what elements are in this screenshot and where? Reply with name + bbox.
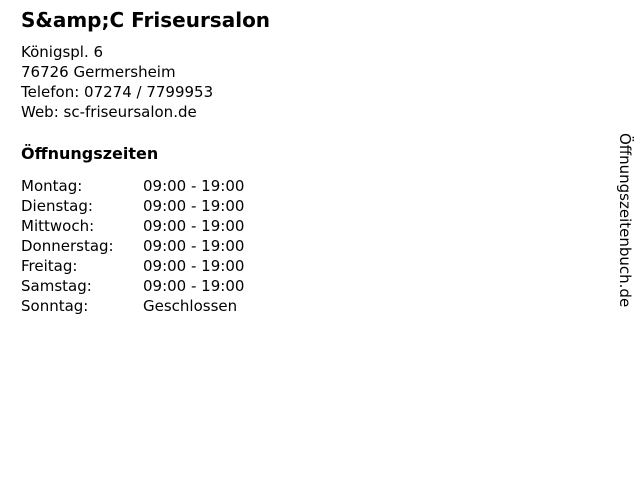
- day-label: Montag:: [21, 177, 83, 195]
- day-label: Freitag:: [21, 257, 78, 275]
- time-value: 09:00 - 19:00: [143, 177, 245, 195]
- hours-row: Donnerstag: 09:00 - 19:00: [21, 236, 270, 256]
- web-line: Web: sc-friseursalon.de: [21, 103, 197, 121]
- address-block: Königspl. 6 76726 Germersheim Telefon: 0…: [21, 42, 270, 122]
- watermark-vertical-text: Öffnungszeitenbuch.de: [616, 133, 634, 308]
- time-value: 09:00 - 19:00: [143, 217, 245, 235]
- phone-line: Telefon: 07274 / 7799953: [21, 83, 214, 101]
- opening-hours-heading: Öffnungszeiten: [21, 144, 159, 163]
- address-city-line: 76726 Germersheim: [21, 63, 176, 81]
- hours-row: Sonntag: Geschlossen: [21, 296, 270, 316]
- hours-row: Montag: 09:00 - 19:00: [21, 176, 270, 196]
- address-street-line: Königspl. 6: [21, 43, 104, 61]
- opening-hours-table: Montag: 09:00 - 19:00 Dienstag: 09:00 - 19…: [21, 176, 270, 316]
- time-value: Geschlossen: [143, 297, 238, 315]
- business-info-section: S&amp;C Friseursalon Königspl. 6 76726 G…: [21, 8, 270, 316]
- time-value: 09:00 - 19:00: [143, 257, 245, 275]
- day-label: Sonntag:: [21, 297, 89, 315]
- time-value: 09:00 - 19:00: [143, 197, 245, 215]
- hours-row: Freitag: 09:00 - 19:00: [21, 256, 270, 276]
- day-label: Mittwoch:: [21, 217, 95, 235]
- hours-row: Samstag: 09:00 - 19:00: [21, 276, 270, 296]
- time-value: 09:00 - 19:00: [143, 237, 245, 255]
- time-value: 09:00 - 19:00: [143, 277, 245, 295]
- day-label: Dienstag:: [21, 197, 93, 215]
- page-title: S&amp;C Friseursalon: [21, 8, 271, 32]
- day-label: Samstag:: [21, 277, 92, 295]
- day-label: Donnerstag:: [21, 237, 114, 255]
- hours-row: Dienstag: 09:00 - 19:00: [21, 196, 270, 216]
- hours-row: Mittwoch: 09:00 - 19:00: [21, 216, 270, 236]
